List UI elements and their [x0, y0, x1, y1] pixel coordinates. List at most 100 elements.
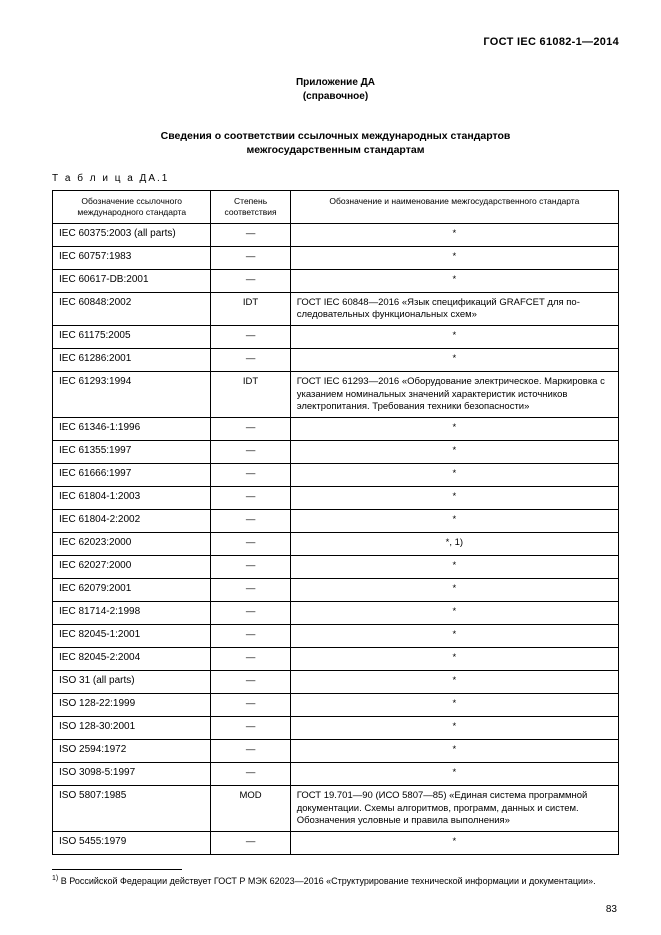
col-header-ref-l1: Обозначение ссылочного: [81, 196, 182, 206]
cell-degree: —: [211, 671, 290, 694]
cell-degree: —: [211, 223, 290, 246]
cell-ref: IEC 61804-2:2002: [53, 510, 211, 533]
cell-ref: IEC 61175:2005: [53, 326, 211, 349]
cell-desc: ГОСТ IEC 61293—2016 «Оборудование электр…: [290, 372, 618, 418]
table-row: IEC 61355:1997—*: [53, 441, 619, 464]
cell-ref: IEC 60617-DB:2001: [53, 269, 211, 292]
table-row: IEC 81714-2:1998—*: [53, 602, 619, 625]
cell-desc: *: [290, 246, 618, 269]
table-row: IEC 61666:1997—*: [53, 464, 619, 487]
cell-desc: *: [290, 671, 618, 694]
col-header-ref: Обозначение ссылочного международного ст…: [53, 191, 211, 223]
cell-ref: IEC 61346-1:1996: [53, 418, 211, 441]
section-title-line2: межгосударственным стандартам: [247, 144, 425, 156]
table-row: ISO 3098-5:1997—*: [53, 763, 619, 786]
cell-degree: —: [211, 269, 290, 292]
cell-ref: IEC 82045-2:2004: [53, 648, 211, 671]
cell-desc: *: [290, 556, 618, 579]
cell-ref: IEC 61666:1997: [53, 464, 211, 487]
cell-degree: —: [211, 625, 290, 648]
col-header-desc: Обозначение и наименование межгосударств…: [290, 191, 618, 223]
cell-ref: IEC 62023:2000: [53, 533, 211, 556]
col-header-ref-l2: международного стандарта: [77, 207, 186, 217]
cell-desc: *: [290, 648, 618, 671]
cell-ref: IEC 81714-2:1998: [53, 602, 211, 625]
table-row: IEC 61293:1994IDTГОСТ IEC 61293—2016 «Об…: [53, 372, 619, 418]
table-row: ISO 128-22:1999—*: [53, 694, 619, 717]
cell-desc: *: [290, 223, 618, 246]
cell-degree: —: [211, 464, 290, 487]
cell-desc: *: [290, 326, 618, 349]
cell-degree: —: [211, 740, 290, 763]
cell-ref: IEC 62027:2000: [53, 556, 211, 579]
table-row: ISO 2594:1972—*: [53, 740, 619, 763]
cell-desc: *: [290, 763, 618, 786]
cell-degree: IDT: [211, 372, 290, 418]
cell-ref: IEC 60375:2003 (all parts): [53, 223, 211, 246]
table-row: IEC 60617-DB:2001—*: [53, 269, 619, 292]
footnote-text: В Российской Федерации действует ГОСТ Р …: [58, 876, 595, 886]
cell-desc: *: [290, 269, 618, 292]
cell-ref: IEC 82045-1:2001: [53, 625, 211, 648]
table-row: IEC 61804-2:2002—*: [53, 510, 619, 533]
table-label: Т а б л и ц а ДА.1: [52, 173, 619, 184]
cell-degree: —: [211, 510, 290, 533]
cell-degree: —: [211, 602, 290, 625]
cell-desc: *: [290, 418, 618, 441]
cell-desc: ГОСТ 19.701—90 (ИСО 5807—85) «Единая сис…: [290, 786, 618, 832]
table-row: ISO 31 (all parts)—*: [53, 671, 619, 694]
cell-desc: *: [290, 832, 618, 855]
table-row: ISO 5807:1985MODГОСТ 19.701—90 (ИСО 5807…: [53, 786, 619, 832]
table-row: IEC 60757:1983—*: [53, 246, 619, 269]
cell-ref: IEC 60848:2002: [53, 292, 211, 326]
cell-ref: ISO 128-30:2001: [53, 717, 211, 740]
table-row: IEC 82045-2:2004—*: [53, 648, 619, 671]
table-row: IEC 60848:2002IDTГОСТ IEC 60848—2016 «Яз…: [53, 292, 619, 326]
table-body: IEC 60375:2003 (all parts)—*IEC 60757:19…: [53, 223, 619, 855]
table-row: IEC 82045-1:2001—*: [53, 625, 619, 648]
correspondence-table: Обозначение ссылочного международного ст…: [52, 190, 619, 855]
cell-degree: —: [211, 763, 290, 786]
cell-desc: *: [290, 602, 618, 625]
table-row: IEC 60375:2003 (all parts)—*: [53, 223, 619, 246]
cell-degree: —: [211, 533, 290, 556]
cell-desc: *, 1): [290, 533, 618, 556]
cell-ref: ISO 5807:1985: [53, 786, 211, 832]
cell-ref: IEC 61286:2001: [53, 349, 211, 372]
cell-degree: —: [211, 441, 290, 464]
cell-desc: *: [290, 717, 618, 740]
cell-ref: IEC 61293:1994: [53, 372, 211, 418]
footnote-separator: [52, 869, 182, 870]
col-header-degree: Степень соответствия: [211, 191, 290, 223]
cell-ref: ISO 31 (all parts): [53, 671, 211, 694]
annex-heading: Приложение ДА (справочное): [52, 76, 619, 103]
cell-degree: IDT: [211, 292, 290, 326]
cell-degree: —: [211, 326, 290, 349]
cell-ref: ISO 5455:1979: [53, 832, 211, 855]
annex-line2: (справочное): [303, 91, 368, 102]
section-title: Сведения о соответствии ссылочных междун…: [52, 129, 619, 157]
cell-degree: —: [211, 694, 290, 717]
cell-degree: MOD: [211, 786, 290, 832]
cell-degree: —: [211, 556, 290, 579]
cell-degree: —: [211, 487, 290, 510]
cell-degree: —: [211, 579, 290, 602]
cell-desc: ГОСТ IEC 60848—2016 «Язык спецификаций G…: [290, 292, 618, 326]
cell-ref: ISO 128-22:1999: [53, 694, 211, 717]
table-row: IEC 61346-1:1996—*: [53, 418, 619, 441]
cell-ref: ISO 3098-5:1997: [53, 763, 211, 786]
document-id: ГОСТ IEC 61082-1—2014: [52, 36, 619, 48]
cell-desc: *: [290, 625, 618, 648]
cell-desc: *: [290, 510, 618, 533]
page: ГОСТ IEC 61082-1—2014 Приложение ДА (спр…: [0, 0, 661, 935]
cell-desc: *: [290, 464, 618, 487]
cell-degree: —: [211, 246, 290, 269]
section-title-line1: Сведения о соответствии ссылочных междун…: [161, 130, 511, 142]
cell-desc: *: [290, 579, 618, 602]
table-row: IEC 61804-1:2003—*: [53, 487, 619, 510]
cell-ref: IEC 60757:1983: [53, 246, 211, 269]
col-header-degree-l2: соответствия: [224, 207, 276, 217]
cell-degree: —: [211, 648, 290, 671]
cell-desc: *: [290, 441, 618, 464]
table-row: IEC 61175:2005—*: [53, 326, 619, 349]
